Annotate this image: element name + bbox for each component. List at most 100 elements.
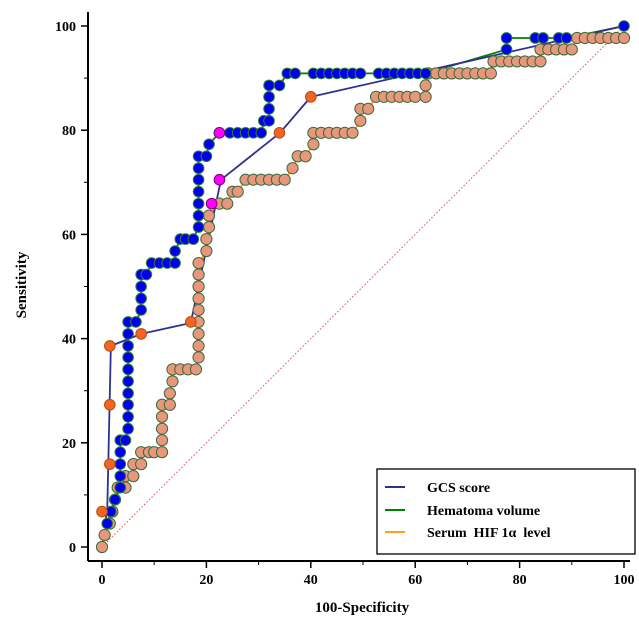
y-tick-label: 0 [69, 541, 76, 556]
legend: GCS score Hematoma volume Serum HIF 1α l… [376, 468, 636, 555]
hematoma-point [122, 422, 134, 435]
hematoma-point [122, 398, 134, 411]
hematoma-point [122, 328, 134, 340]
hif-point [189, 363, 203, 376]
hematoma-point [263, 115, 275, 127]
hematoma-point [114, 446, 127, 458]
hematoma-point [192, 221, 205, 233]
hematoma-point [122, 363, 134, 376]
hif-point [127, 470, 140, 483]
hif-point [200, 232, 213, 246]
hif-point [617, 31, 631, 45]
hematoma-point [109, 493, 121, 506]
hif-point [202, 221, 216, 234]
hematoma-point [560, 32, 573, 44]
hif-point [202, 209, 216, 222]
hif-point [192, 280, 205, 293]
hif-point [286, 162, 299, 175]
legend-label-hematoma: Hematoma volume [427, 504, 540, 519]
hematoma-point [192, 209, 205, 222]
hif-point [278, 173, 291, 186]
hematoma-point [273, 79, 286, 92]
gcs-point [305, 91, 317, 103]
hif-point [362, 102, 375, 115]
gcs-point [273, 127, 286, 139]
hif-point [192, 292, 205, 305]
hematoma-point [200, 150, 213, 163]
hif-point [192, 327, 205, 341]
hematoma-point [192, 185, 205, 198]
highlight-point [213, 173, 226, 186]
hematoma-point [618, 20, 630, 32]
hematoma-point [122, 340, 134, 352]
hif-point [155, 434, 169, 447]
hif-point [231, 185, 244, 198]
hif-point [354, 114, 367, 127]
hif-point [484, 67, 497, 80]
hif-point [155, 410, 169, 423]
hif-point [307, 138, 320, 151]
x-tick-label: 0 [99, 573, 106, 588]
hematoma-point [537, 32, 549, 44]
hif-point [98, 528, 111, 542]
x-axis-title: 100-Specificity [315, 600, 410, 616]
hif-point [409, 90, 422, 103]
hif-point [95, 540, 109, 554]
series-line-1 [106, 25, 625, 524]
tick-labels: 0 20 40 60 80 100 0 20 40 60 80 100 [55, 20, 635, 588]
hif-point [534, 55, 547, 68]
hif-point [155, 446, 169, 459]
legend-box [376, 468, 636, 555]
hematoma-point [122, 387, 134, 400]
axes [81, 12, 630, 568]
hematoma-point [122, 375, 134, 388]
hematoma-point [169, 257, 181, 269]
x-tick-label: 60 [408, 573, 422, 588]
hematoma-point [122, 351, 134, 364]
hematoma-point [135, 280, 147, 293]
hematoma-point [203, 138, 215, 151]
hematoma-point [101, 517, 114, 530]
y-tick-label: 20 [62, 437, 76, 452]
hematoma-point [130, 316, 142, 328]
x-tick-label: 40 [304, 573, 318, 588]
hematoma-point [135, 304, 147, 316]
hif-point [163, 398, 176, 411]
hematoma-point [263, 103, 275, 115]
gcs-point [104, 340, 116, 352]
hematoma-point [187, 233, 200, 245]
hematoma-point [192, 197, 205, 210]
reference-diagonal [101, 25, 625, 548]
hif-point [166, 375, 179, 388]
y-tick-label: 40 [62, 333, 76, 348]
hematoma-point [263, 79, 275, 92]
hematoma-point [500, 43, 513, 56]
hif-point [192, 351, 205, 364]
hematoma-point [419, 67, 432, 80]
series-line-0 [103, 25, 625, 524]
hematoma-point [500, 32, 513, 44]
hif-point [221, 197, 234, 210]
gcs-point [184, 316, 197, 328]
y-axis-title: Sensitivity [14, 251, 30, 318]
hematoma-point [263, 91, 275, 103]
hematoma-point [135, 292, 147, 305]
hematoma-point [119, 434, 132, 446]
hematoma-point [114, 458, 127, 470]
gcs-point [96, 505, 108, 518]
series-markers [95, 20, 631, 554]
x-tick-label: 100 [614, 573, 635, 588]
hif-point [135, 458, 148, 471]
y-tick-label: 60 [62, 228, 76, 243]
hif-point [192, 339, 205, 352]
hif-point [155, 422, 169, 435]
hematoma-point [255, 127, 268, 139]
hif-point [419, 79, 432, 92]
hematoma-point [114, 481, 127, 494]
legend-label-gcs: GCS score [427, 481, 490, 496]
legend-label-hif: Serum HIF 1α level [427, 526, 551, 541]
reference-line [101, 25, 625, 548]
y-tick-label: 100 [55, 20, 76, 35]
y-tick-label: 80 [62, 124, 76, 139]
